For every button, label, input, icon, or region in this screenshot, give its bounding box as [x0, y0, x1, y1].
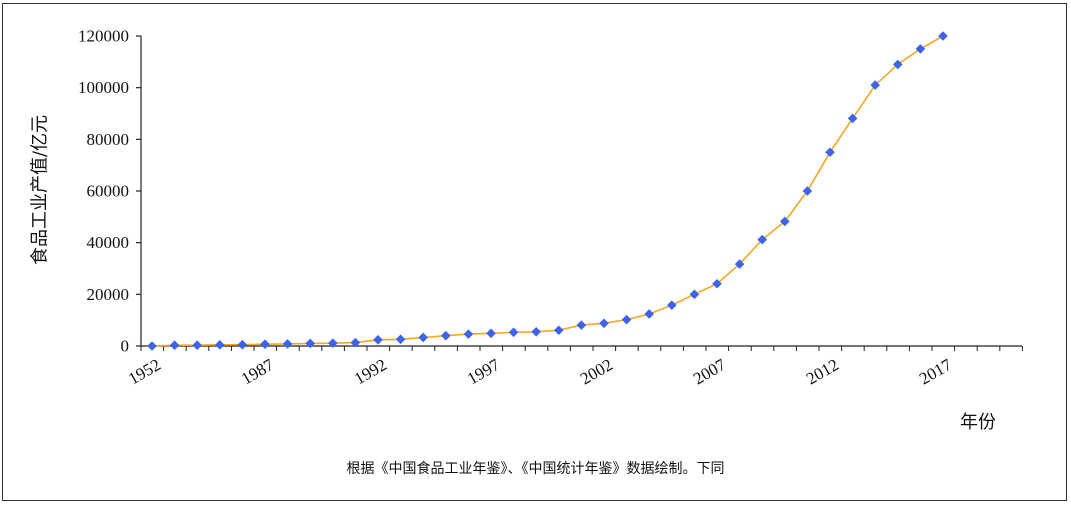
data-point — [599, 318, 609, 329]
data-point — [893, 59, 903, 70]
data-point — [395, 334, 406, 345]
x-tick-label: 1952 — [125, 355, 164, 388]
data-point — [554, 325, 564, 336]
data-point — [192, 340, 202, 351]
data-point — [915, 44, 926, 54]
y-tick-label: 100000 — [78, 78, 129, 97]
y-ticks: 0 20000 40000 60000 80000 100000 120000 — [78, 27, 141, 356]
x-tick-label: 2012 — [803, 355, 842, 388]
data-point — [282, 339, 293, 349]
data-point — [508, 327, 519, 338]
y-tick-label: 40000 — [87, 233, 130, 252]
data-point — [350, 337, 361, 348]
data-point — [147, 341, 157, 351]
data-point — [938, 31, 948, 41]
data-point — [463, 329, 474, 339]
y-tick-label: 60000 — [87, 182, 130, 201]
data-point — [215, 340, 225, 350]
y-axis-title: 食品工业产值/亿元 — [30, 115, 51, 265]
data-point — [260, 339, 270, 349]
data-point — [870, 80, 880, 90]
x-tick-label: 2017 — [916, 355, 955, 389]
data-point — [169, 340, 180, 351]
data-markers — [147, 31, 948, 351]
y-tick-label: 120000 — [78, 27, 129, 46]
data-point — [373, 335, 383, 345]
x-axis-title: 年份 — [960, 412, 996, 433]
data-point — [531, 326, 541, 337]
data-point — [757, 234, 767, 245]
chart-frame — [2, 3, 1067, 501]
x-tick-label: 2002 — [577, 355, 616, 388]
x-axis: 1952 1987 1992 1997 2002 2007 2012 2017 — [125, 345, 1023, 389]
data-point — [418, 332, 428, 343]
data-point — [486, 328, 496, 339]
series-line — [151, 35, 944, 347]
chart-caption: 根据《中国食品工业年鉴》、《中国统计年鉴》数据绘制。下同 — [346, 461, 725, 477]
data-point — [689, 289, 700, 300]
data-point — [237, 339, 248, 350]
y-axis: 0 20000 40000 60000 80000 100000 120000 — [78, 27, 142, 356]
x-tick-label: 1987 — [238, 355, 277, 389]
data-point — [734, 259, 745, 269]
x-ticks: 1952 1987 1992 1997 2002 2007 2012 2017 — [125, 346, 1023, 389]
x-tick-label: 1997 — [464, 355, 503, 389]
y-tick-label: 20000 — [87, 285, 130, 304]
data-point — [644, 309, 654, 319]
data-point — [328, 338, 338, 348]
data-point — [825, 147, 835, 158]
data-point — [712, 278, 722, 289]
data-point — [667, 300, 677, 310]
data-point — [576, 320, 587, 330]
data-point — [305, 338, 315, 349]
data-point — [802, 186, 813, 196]
x-tick-label: 1992 — [351, 355, 390, 388]
data-point — [780, 216, 790, 227]
y-tick-label: 80000 — [87, 130, 130, 149]
data-point — [621, 314, 632, 325]
x-tick-label: 2007 — [690, 355, 729, 389]
y-tick-label: 0 — [121, 337, 130, 356]
data-point — [441, 330, 451, 341]
data-point — [847, 113, 858, 124]
